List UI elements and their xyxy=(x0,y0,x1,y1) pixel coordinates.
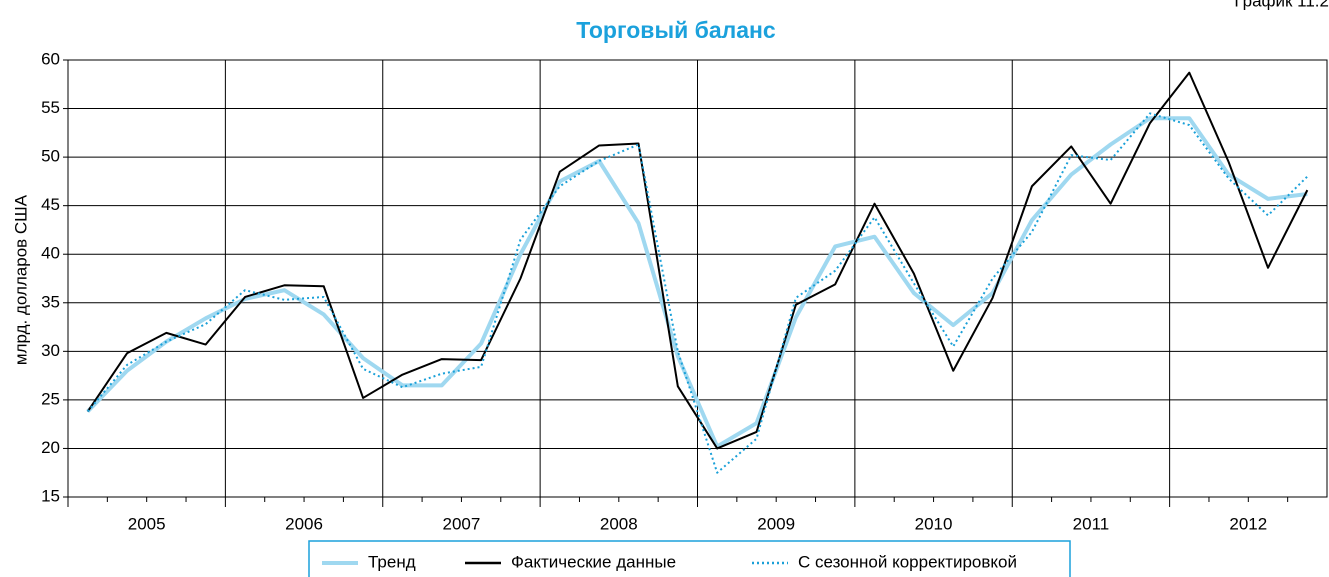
series-line xyxy=(86,71,1309,450)
y-tick-label: 45 xyxy=(41,195,60,214)
y-tick-label: 50 xyxy=(41,147,60,166)
y-tick-label: 20 xyxy=(41,438,60,457)
y-axis-label: млрд. долларов США xyxy=(11,194,30,365)
x-tick-label: 2006 xyxy=(285,514,323,533)
legend-box xyxy=(308,540,1071,577)
x-tick-label: 2008 xyxy=(600,514,638,533)
y-tick-label: 35 xyxy=(41,292,60,311)
series-line xyxy=(86,112,1309,474)
chart-title: Торговый баланс xyxy=(576,17,776,43)
x-tick-label: 2005 xyxy=(128,514,166,533)
x-tick-label: 2012 xyxy=(1229,514,1267,533)
x-tick-label: 2007 xyxy=(443,514,481,533)
y-tick-label: 40 xyxy=(41,244,60,263)
x-tick-label: 2011 xyxy=(1073,514,1110,533)
legend-label: С сезонной корректировкой xyxy=(798,552,1017,571)
y-tick-label: 60 xyxy=(41,49,60,68)
legend-label: Тренд xyxy=(368,552,416,571)
y-tick-label: 30 xyxy=(41,341,60,360)
x-tick-label: 2009 xyxy=(757,514,795,533)
figure-label: График 11.2 xyxy=(1234,0,1329,10)
y-tick-label: 15 xyxy=(41,486,60,505)
plot-frame xyxy=(67,59,1328,498)
y-tick-label: 25 xyxy=(41,389,60,408)
legend-label: Фактические данные xyxy=(511,552,676,571)
x-tick-label: 2010 xyxy=(915,514,953,533)
series-line xyxy=(86,116,1308,449)
y-tick-label: 55 xyxy=(41,98,60,117)
